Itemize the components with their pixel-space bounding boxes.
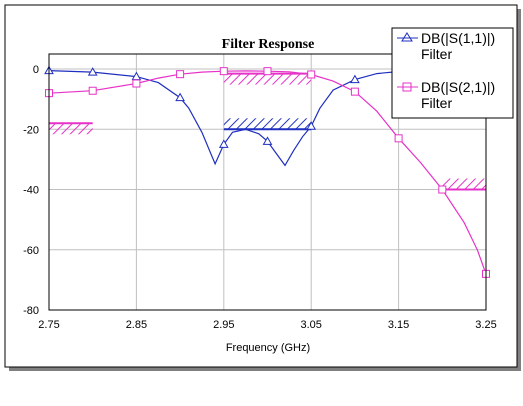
square-marker [307,70,316,79]
triangle-marker [87,67,98,76]
x-axis-label: Frequency (GHz) [226,342,310,354]
square-marker [219,67,228,76]
legend-source-s21: Filter [421,95,452,111]
x-tick-label: 2.75 [38,319,59,331]
y-tick-label: -60 [23,245,39,257]
y-tick-label: -40 [23,185,39,197]
y-tick-label: 0 [33,64,39,76]
plot-area-border [48,53,487,311]
triangle-marker [262,136,273,145]
series-markers [44,65,490,278]
chart-title: Filter Response [222,37,315,52]
square-marker [394,134,403,143]
triangle-marker [218,139,229,148]
series-line-s21 [48,70,487,275]
square-marker [438,185,447,194]
legend-label-s11: DB(|S(1,1)|) [421,30,495,46]
y-tick-labels: 0 -20 -40 -60 -80 [23,64,39,317]
legend-source-s11: Filter [421,46,452,62]
x-tick-label: 2.95 [213,319,234,331]
x-tick-labels: 2.75 2.85 2.95 3.05 3.15 3.25 [38,319,496,331]
legend-box [391,27,514,119]
triangle-marker [350,74,360,84]
y-tick-label: -80 [23,305,39,317]
spec-mask-hatch [223,73,312,85]
spec-masks [49,72,486,191]
x-tick-label: 2.85 [126,319,147,331]
spec-mask-hatch [49,123,93,135]
square-marker [132,79,141,88]
x-tick-label: 3.15 [388,319,409,331]
legend-entry-s21: DB(|S(2,1)|) Filter [397,79,495,111]
square-marker [88,86,97,95]
square-marker [350,87,359,96]
legend: DB(|S(1,1)|) Filter DB(|S(2,1)|) Filter [391,27,514,119]
triangle-marker [175,92,185,102]
legend-label-s21: DB(|S(2,1)|) [421,79,495,95]
legend-square-marker [402,82,412,92]
spec-mask-hatch [223,118,312,130]
spec-mask-hatch [442,178,486,190]
square-marker [176,70,185,79]
legend-triangle-marker [401,32,413,42]
x-tick-label: 3.05 [300,319,321,331]
legend-entry-s11: DB(|S(1,1)|) Filter [397,30,495,62]
y-tick-label: -20 [23,124,39,136]
square-marker [263,67,272,76]
x-tick-label: 3.25 [475,319,496,331]
triangle-marker [306,121,317,130]
